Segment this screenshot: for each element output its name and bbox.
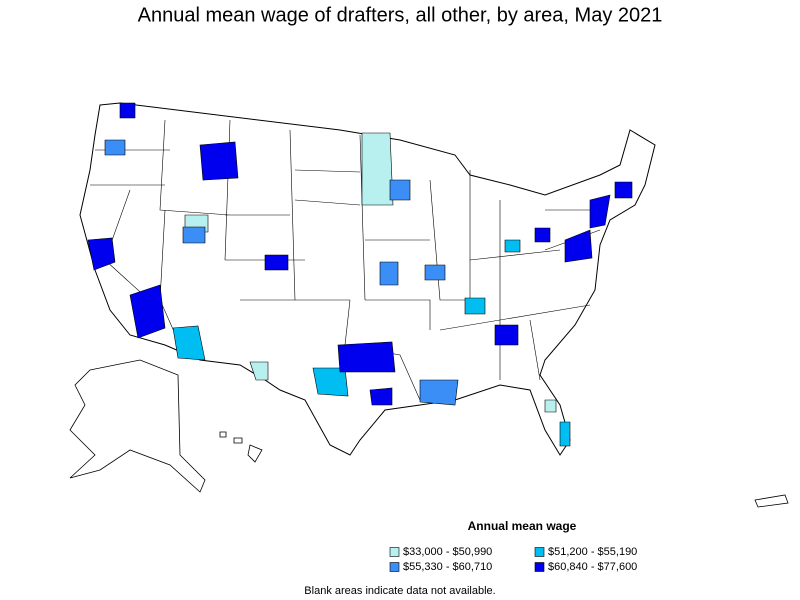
legend-label: $51,200 - $55,190 bbox=[548, 546, 637, 558]
area-dark bbox=[129, 284, 166, 339]
legend-items: $33,000 - $50,990 $51,200 - $55,190 $55,33… bbox=[389, 546, 637, 573]
area-blue bbox=[104, 139, 126, 156]
area-mid bbox=[559, 421, 571, 447]
area-dark bbox=[87, 237, 116, 271]
area-dark bbox=[534, 227, 551, 243]
area-mid bbox=[504, 239, 521, 253]
puerto-rico bbox=[754, 494, 789, 508]
area-dark bbox=[199, 141, 239, 181]
hawaii bbox=[219, 431, 263, 463]
footnote: Blank areas indicate data not available. bbox=[304, 585, 495, 597]
legend-label: $55,330 - $60,710 bbox=[403, 561, 492, 573]
area-blue bbox=[419, 379, 459, 406]
area-blue bbox=[182, 226, 206, 244]
legend-label: $33,000 - $50,990 bbox=[403, 546, 492, 558]
us-map bbox=[69, 102, 789, 508]
area-mid bbox=[172, 325, 206, 361]
legend-swatch bbox=[534, 547, 545, 557]
area-dark bbox=[369, 387, 393, 406]
map-title: Annual mean wage of drafters, all other,… bbox=[138, 4, 663, 26]
legend-swatch bbox=[389, 547, 400, 557]
area-dark bbox=[589, 194, 611, 229]
area-blue bbox=[379, 261, 399, 286]
area-dark bbox=[564, 229, 593, 263]
legend: Annual mean wage $33,000 - $50,990 $51,20… bbox=[389, 519, 637, 573]
area-mid bbox=[312, 367, 349, 397]
area-blue bbox=[424, 264, 446, 281]
area-dark bbox=[119, 102, 136, 119]
legend-swatch bbox=[534, 562, 545, 572]
area-dark bbox=[264, 254, 289, 271]
area-mid bbox=[464, 297, 486, 315]
area-light bbox=[361, 132, 394, 206]
area-light bbox=[249, 361, 269, 381]
metro-areas bbox=[87, 102, 633, 447]
legend-swatch bbox=[389, 562, 400, 572]
area-dark bbox=[337, 341, 396, 373]
area-light bbox=[544, 399, 557, 413]
area-dark bbox=[614, 181, 633, 199]
area-dark bbox=[494, 324, 519, 346]
legend-label: $60,840 - $77,600 bbox=[548, 561, 637, 573]
alaska bbox=[69, 359, 206, 493]
area-blue bbox=[389, 179, 411, 201]
legend-title: Annual mean wage bbox=[468, 519, 577, 533]
